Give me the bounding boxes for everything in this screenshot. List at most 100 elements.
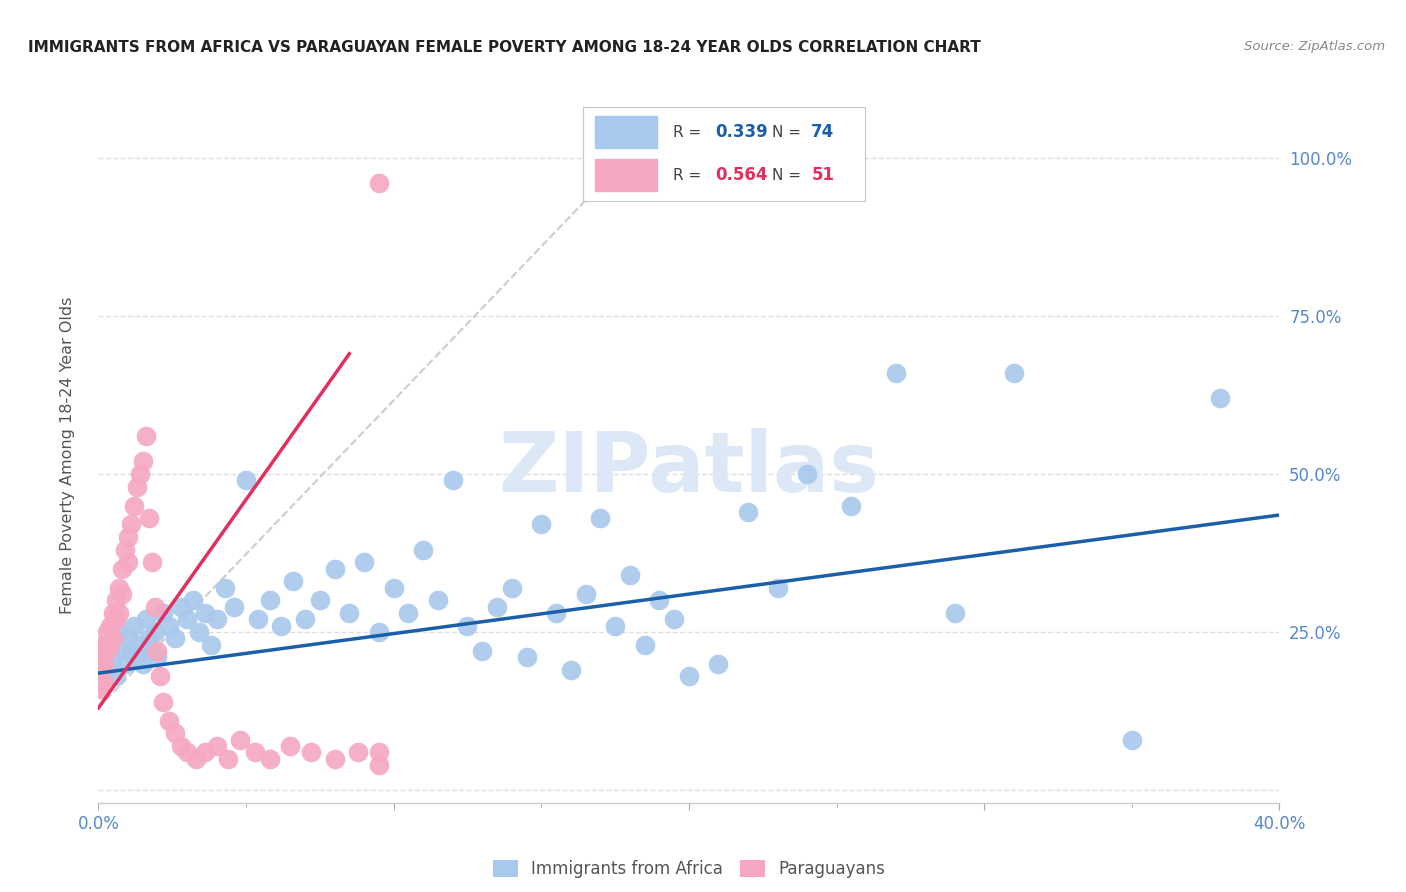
Point bbox=[471, 644, 494, 658]
Point bbox=[181, 593, 204, 607]
Text: ZIPatlas: ZIPatlas bbox=[499, 428, 879, 509]
Point bbox=[117, 530, 139, 544]
Point bbox=[546, 606, 568, 620]
Point bbox=[111, 587, 134, 601]
Text: R =: R = bbox=[673, 168, 707, 183]
Point bbox=[243, 745, 266, 759]
Point bbox=[114, 657, 136, 671]
Point bbox=[530, 517, 553, 532]
Bar bbox=[595, 160, 657, 191]
Point bbox=[93, 657, 115, 671]
Point bbox=[93, 638, 115, 652]
Point bbox=[146, 644, 169, 658]
Text: 0.339: 0.339 bbox=[716, 123, 769, 141]
Point bbox=[90, 663, 112, 677]
Point bbox=[98, 644, 121, 658]
Point bbox=[93, 675, 115, 690]
Point bbox=[141, 644, 163, 658]
Point bbox=[187, 625, 209, 640]
Point bbox=[96, 625, 118, 640]
Text: 51: 51 bbox=[811, 167, 834, 185]
Point bbox=[108, 625, 131, 640]
Point bbox=[152, 695, 174, 709]
Point bbox=[111, 562, 134, 576]
Point bbox=[323, 751, 346, 765]
Point bbox=[339, 606, 361, 620]
Point bbox=[114, 542, 136, 557]
Point bbox=[120, 517, 142, 532]
Point bbox=[605, 618, 627, 632]
Point bbox=[283, 574, 305, 589]
Point bbox=[143, 625, 166, 640]
Point bbox=[737, 505, 759, 519]
Point bbox=[141, 556, 163, 570]
Point bbox=[205, 739, 228, 753]
Point bbox=[943, 606, 966, 620]
Point bbox=[103, 657, 125, 671]
Point bbox=[229, 732, 252, 747]
Point bbox=[103, 632, 125, 646]
Point bbox=[176, 612, 198, 626]
Point bbox=[138, 511, 160, 525]
Point bbox=[105, 593, 128, 607]
Point bbox=[589, 511, 612, 525]
Point bbox=[132, 657, 155, 671]
Point bbox=[368, 745, 391, 759]
Point bbox=[678, 669, 700, 683]
Point bbox=[98, 638, 121, 652]
Text: 0.564: 0.564 bbox=[716, 167, 768, 185]
Point bbox=[217, 751, 239, 765]
Point bbox=[368, 176, 391, 190]
Point bbox=[1002, 366, 1025, 380]
Point bbox=[149, 669, 172, 683]
Point bbox=[259, 593, 281, 607]
Point bbox=[96, 644, 118, 658]
Point bbox=[323, 562, 346, 576]
Point bbox=[516, 650, 538, 665]
Point bbox=[122, 618, 145, 632]
Point bbox=[128, 467, 150, 481]
Point bbox=[176, 745, 198, 759]
Point bbox=[259, 751, 281, 765]
Point bbox=[224, 599, 246, 614]
Point bbox=[280, 739, 302, 753]
Point bbox=[664, 612, 686, 626]
Point bbox=[619, 568, 641, 582]
Point bbox=[299, 745, 322, 759]
Point bbox=[382, 581, 405, 595]
Point bbox=[125, 479, 148, 493]
Legend: Immigrants from Africa, Paraguayans: Immigrants from Africa, Paraguayans bbox=[486, 854, 891, 885]
Point bbox=[368, 625, 391, 640]
Point bbox=[128, 638, 150, 652]
Point bbox=[105, 612, 128, 626]
Point bbox=[457, 618, 479, 632]
Point bbox=[205, 612, 228, 626]
Text: N =: N = bbox=[772, 125, 806, 140]
Point bbox=[90, 644, 112, 658]
Point bbox=[427, 593, 450, 607]
Text: Source: ZipAtlas.com: Source: ZipAtlas.com bbox=[1244, 40, 1385, 54]
Text: R =: R = bbox=[673, 125, 707, 140]
Point bbox=[132, 454, 155, 468]
Point bbox=[270, 618, 292, 632]
Point bbox=[235, 473, 257, 487]
Point bbox=[135, 429, 157, 443]
Point bbox=[398, 606, 420, 620]
Point bbox=[135, 612, 157, 626]
Point bbox=[412, 542, 434, 557]
Point bbox=[146, 650, 169, 665]
Point bbox=[353, 556, 375, 570]
Point bbox=[96, 663, 118, 677]
Point bbox=[120, 644, 142, 658]
Point bbox=[93, 638, 115, 652]
Point bbox=[165, 726, 187, 740]
Point bbox=[368, 757, 391, 772]
Point bbox=[486, 599, 509, 614]
Point bbox=[441, 473, 464, 487]
Text: N =: N = bbox=[772, 168, 806, 183]
Point bbox=[170, 739, 193, 753]
Point bbox=[143, 599, 166, 614]
Point bbox=[108, 581, 131, 595]
Point bbox=[1209, 391, 1232, 405]
Point bbox=[796, 467, 818, 481]
